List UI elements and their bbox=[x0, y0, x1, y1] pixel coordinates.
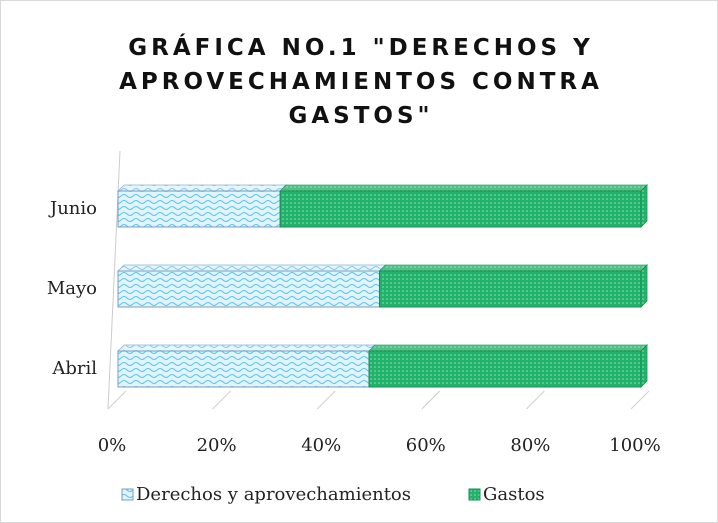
grid-line bbox=[630, 390, 650, 410]
x-tick-label: 100% bbox=[609, 435, 660, 456]
bar-side bbox=[640, 264, 648, 308]
y-tick-label: Junio bbox=[48, 198, 97, 219]
legend-swatch bbox=[468, 488, 481, 501]
grid-line bbox=[421, 390, 441, 410]
bar-side bbox=[640, 344, 648, 388]
y-tick-label: Mayo bbox=[47, 278, 97, 299]
legend-swatch bbox=[121, 488, 134, 501]
grid-line bbox=[212, 390, 231, 410]
bar bbox=[117, 270, 380, 308]
bar bbox=[368, 350, 642, 388]
grid-line bbox=[526, 390, 545, 410]
bar-top bbox=[378, 264, 648, 272]
chart-title: GRÁFICA NO.1 "DERECHOS Y APROVECHAMIENTO… bbox=[119, 35, 603, 129]
x-tick-label: 0% bbox=[98, 435, 127, 456]
grid-line bbox=[107, 390, 127, 410]
legend-label: Derechos y aprovechamientos bbox=[136, 484, 411, 505]
bar-top bbox=[117, 184, 288, 192]
grid-line bbox=[316, 390, 336, 410]
bar-top bbox=[117, 344, 377, 352]
x-tick-label: 40% bbox=[301, 435, 341, 456]
bar bbox=[279, 190, 642, 228]
legend-label: Gastos bbox=[483, 484, 545, 505]
x-tick-label: 60% bbox=[406, 435, 446, 456]
bar bbox=[379, 270, 642, 308]
y-tick-label: Abril bbox=[51, 358, 97, 379]
bar bbox=[117, 350, 370, 388]
bar bbox=[117, 190, 281, 228]
bar-top bbox=[279, 184, 648, 192]
bar-top bbox=[117, 264, 387, 272]
bar-side bbox=[640, 184, 648, 228]
bar-top bbox=[368, 344, 648, 352]
x-tick-label: 80% bbox=[510, 435, 550, 456]
x-tick-label: 20% bbox=[197, 435, 237, 456]
